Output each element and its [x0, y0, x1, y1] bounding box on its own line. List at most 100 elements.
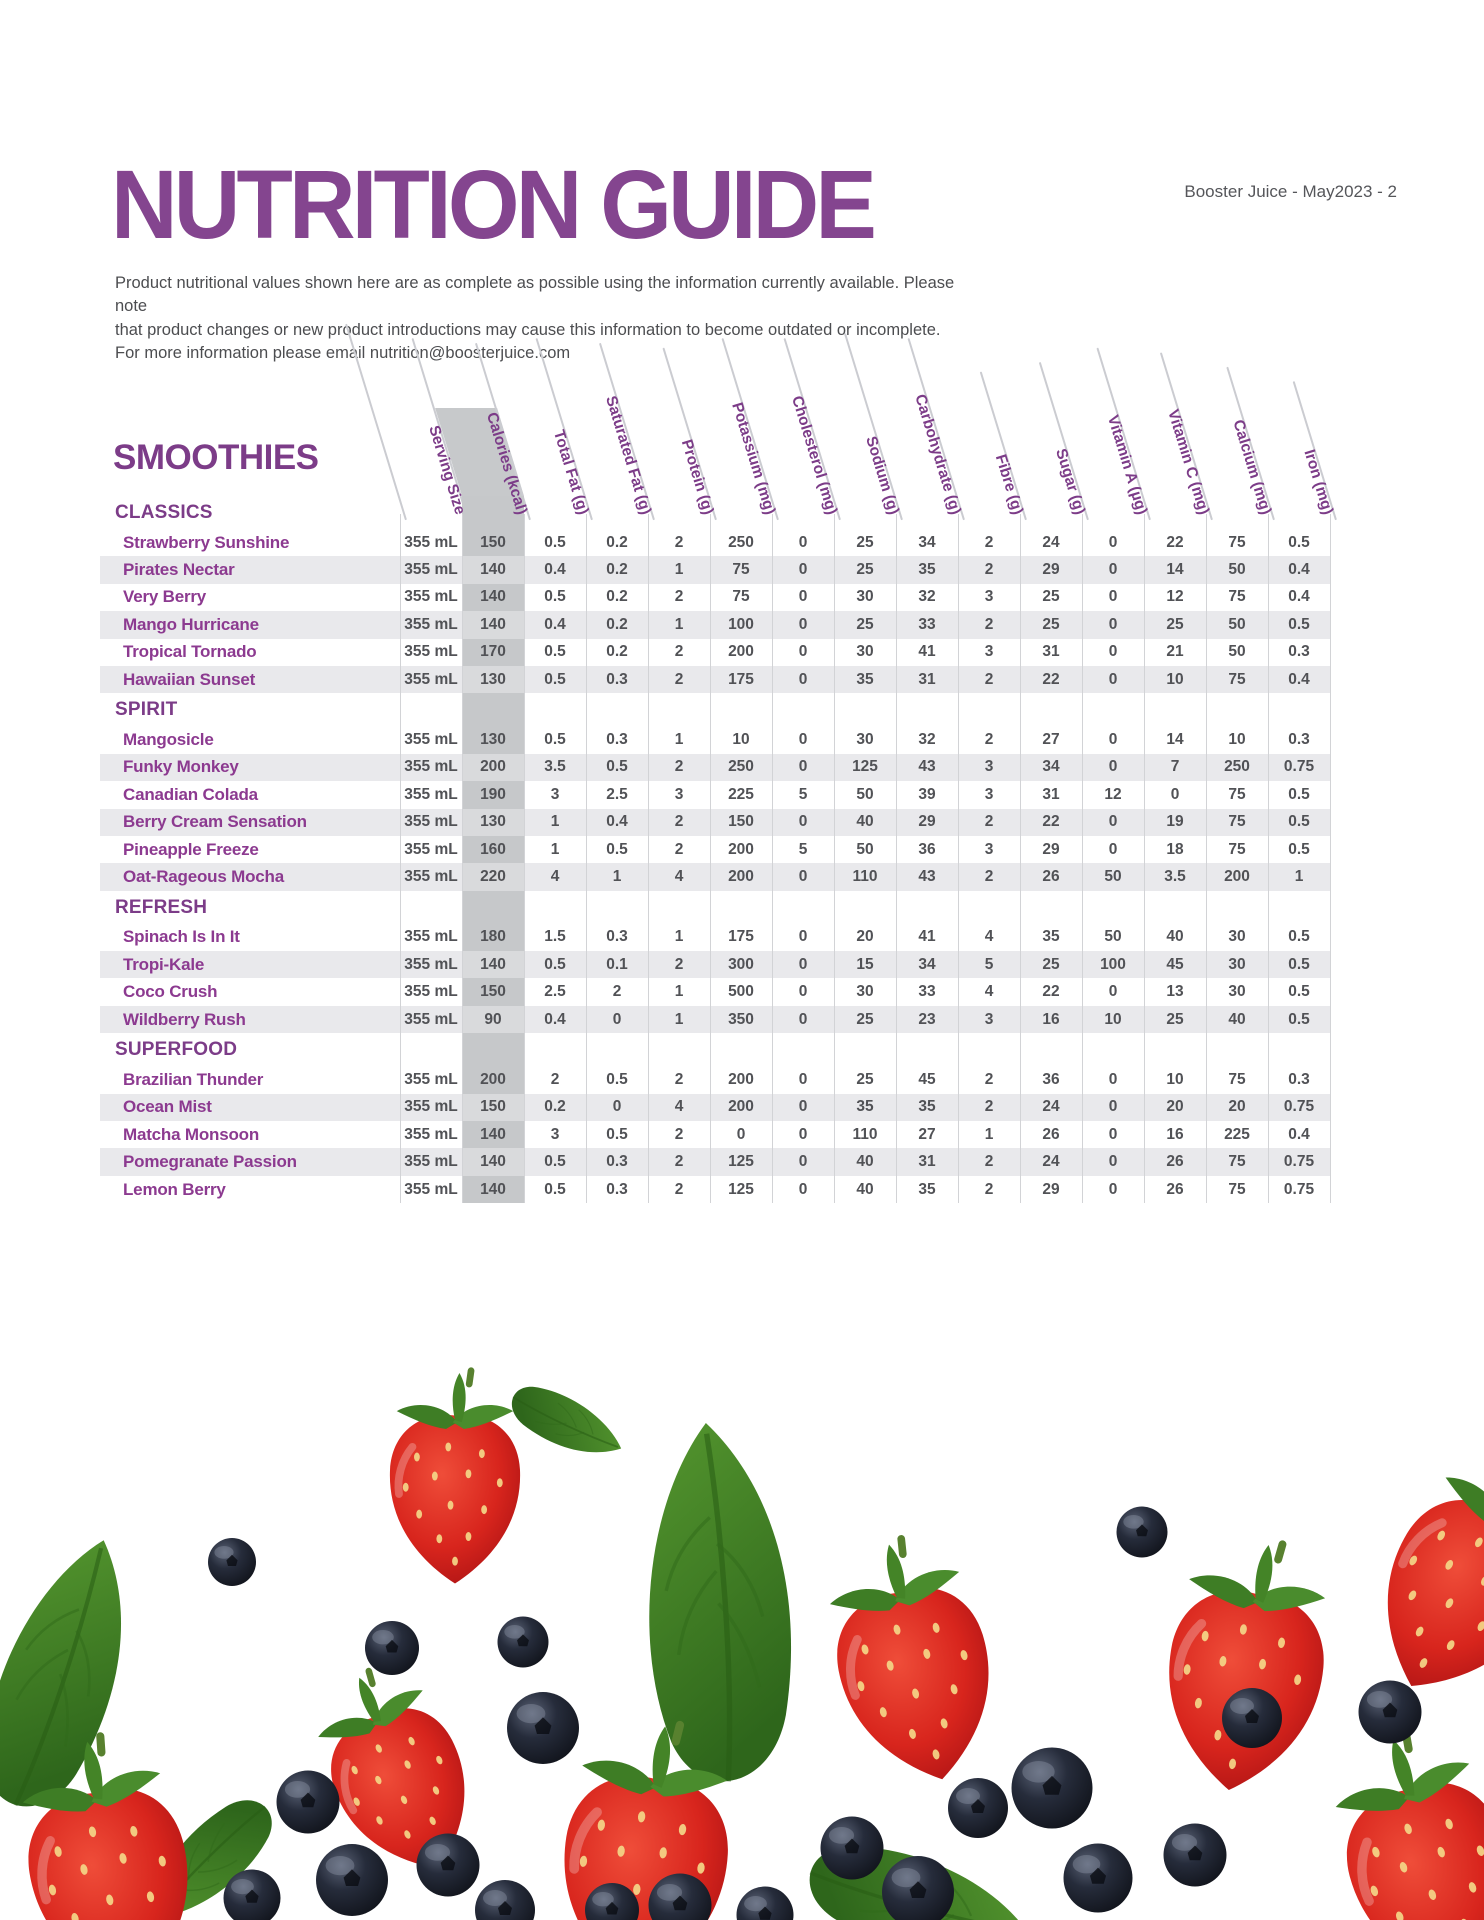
strawberry-illustration — [390, 1367, 520, 1584]
value-cell: 50 — [1228, 643, 1246, 661]
value-cell: 0 — [798, 867, 808, 885]
value-cell: 0.5 — [1288, 615, 1310, 633]
product-name: Canadian Colada — [123, 784, 258, 804]
value-cell: 250 — [1224, 758, 1250, 776]
value-cell: 1 — [550, 813, 560, 831]
strawberry-illustration — [810, 1521, 1014, 1797]
product-name: Oat-Rageous Mocha — [123, 866, 284, 886]
value-cell: 35 — [918, 561, 936, 579]
value-cell: 26 — [1042, 867, 1060, 885]
blueberry-illustration — [316, 1844, 388, 1916]
value-cell: 0.5 — [544, 533, 566, 551]
value-cell: 24 — [1042, 533, 1060, 551]
value-cell: 35 — [856, 1098, 874, 1116]
value-cell: 75 — [732, 561, 750, 579]
value-cell: 0.4 — [1288, 588, 1310, 606]
value-cell: 0 — [1108, 1098, 1118, 1116]
value-cell: 0.5 — [544, 731, 566, 749]
product-name: Matcha Monsoon — [123, 1124, 260, 1144]
value-cell: 0.1 — [606, 955, 628, 973]
value-cell: 75 — [1228, 1153, 1246, 1171]
value-cell: 250 — [728, 533, 754, 551]
value-cell: 0 — [612, 1098, 622, 1116]
value-cell: 0.4 — [606, 813, 628, 831]
value-cell: 0.4 — [544, 615, 566, 633]
value-cell: 29 — [1042, 1180, 1060, 1198]
blueberry-illustration — [1163, 1823, 1227, 1887]
value-cell: 355 mL — [404, 533, 458, 551]
value-cell: 0.75 — [1283, 1098, 1315, 1116]
column-divider — [1020, 514, 1021, 1204]
value-cell: 0 — [1108, 561, 1118, 579]
blueberry-illustration — [1063, 1843, 1133, 1913]
value-cell: 75 — [732, 588, 750, 606]
value-cell: 200 — [728, 840, 754, 858]
table-row: Oat-Rageous Mocha 355 mL 220 4 1 4 200 0 110 43 2 2… — [100, 863, 1330, 891]
value-cell: 0.3 — [1288, 643, 1310, 661]
product-name: Funky Monkey — [123, 757, 239, 777]
value-cell: 1 — [674, 731, 684, 749]
value-cell: 1 — [674, 1010, 684, 1028]
value-cell: 3 — [984, 758, 994, 776]
value-cell: 43 — [918, 758, 936, 776]
blueberry-illustration — [276, 1770, 340, 1834]
value-cell: 25 — [1166, 615, 1184, 633]
value-cell: 0.5 — [544, 955, 566, 973]
value-cell: 0.5 — [1288, 813, 1310, 831]
value-cell: 100 — [1100, 955, 1126, 973]
value-cell: 2 — [984, 1153, 994, 1171]
value-cell: 200 — [728, 643, 754, 661]
value-cell: 0.3 — [1288, 1070, 1310, 1088]
value-cell: 25 — [1042, 588, 1060, 606]
value-cell: 0.5 — [544, 643, 566, 661]
value-cell: 0.3 — [606, 731, 628, 749]
table-row: Funky Monkey 355 mL 200 3.5 0.5 2 250 0 125 43 3 34… — [100, 753, 1330, 782]
value-cell: 45 — [918, 1070, 936, 1088]
value-cell: 160 — [462, 835, 524, 864]
value-cell: 0.5 — [544, 588, 566, 606]
value-cell: 75 — [1228, 840, 1246, 858]
value-cell: 0 — [798, 588, 808, 606]
product-name: Spinach Is In It — [123, 927, 240, 947]
value-cell: 2 — [674, 588, 684, 606]
strawberry-illustration — [1345, 1429, 1484, 1722]
value-cell: 355 mL — [404, 561, 458, 579]
value-cell: 1 — [674, 561, 684, 579]
value-cell: 0.2 — [606, 588, 628, 606]
value-cell: 220 — [462, 863, 524, 891]
column-divider — [1330, 514, 1331, 1204]
value-cell: 1 — [674, 615, 684, 633]
value-cell: 0 — [798, 670, 808, 688]
blueberry-illustration — [416, 1833, 480, 1897]
value-cell: 30 — [856, 588, 874, 606]
blueberry-illustration — [365, 1621, 419, 1675]
value-cell: 31 — [1042, 785, 1060, 803]
value-cell: 26 — [1166, 1180, 1184, 1198]
value-cell: 200 — [462, 1066, 524, 1094]
group-label: SUPERFOOD — [115, 1039, 238, 1061]
value-cell: 0 — [798, 615, 808, 633]
value-cell: 30 — [1228, 928, 1246, 946]
value-cell: 175 — [728, 670, 754, 688]
value-cell: 0.3 — [606, 928, 628, 946]
value-cell: 0 — [1108, 983, 1118, 1001]
value-cell: 14 — [1166, 731, 1184, 749]
value-cell: 4 — [674, 867, 684, 885]
value-cell: 250 — [728, 758, 754, 776]
value-cell: 2 — [674, 758, 684, 776]
table-row: Canadian Colada 355 mL 190 3 2.5 3 225 5 50 39 3 31… — [100, 781, 1330, 809]
value-cell: 0 — [798, 758, 808, 776]
value-cell: 0.2 — [606, 533, 628, 551]
product-name: Tropi-Kale — [123, 954, 205, 974]
table-row: Pineapple Freeze 355 mL 160 1 0.5 2 200 5 50 36 3 2… — [100, 835, 1330, 864]
value-cell: 2 — [984, 670, 994, 688]
value-cell: 355 mL — [404, 983, 458, 1001]
value-cell: 10 — [1104, 1010, 1122, 1028]
product-name: Coco Crush — [123, 982, 218, 1002]
value-cell: 2 — [984, 615, 994, 633]
value-cell: 0.4 — [544, 1010, 566, 1028]
value-cell: 0 — [1108, 615, 1118, 633]
value-cell: 10 — [1228, 731, 1246, 749]
value-cell: 0 — [798, 1098, 808, 1116]
